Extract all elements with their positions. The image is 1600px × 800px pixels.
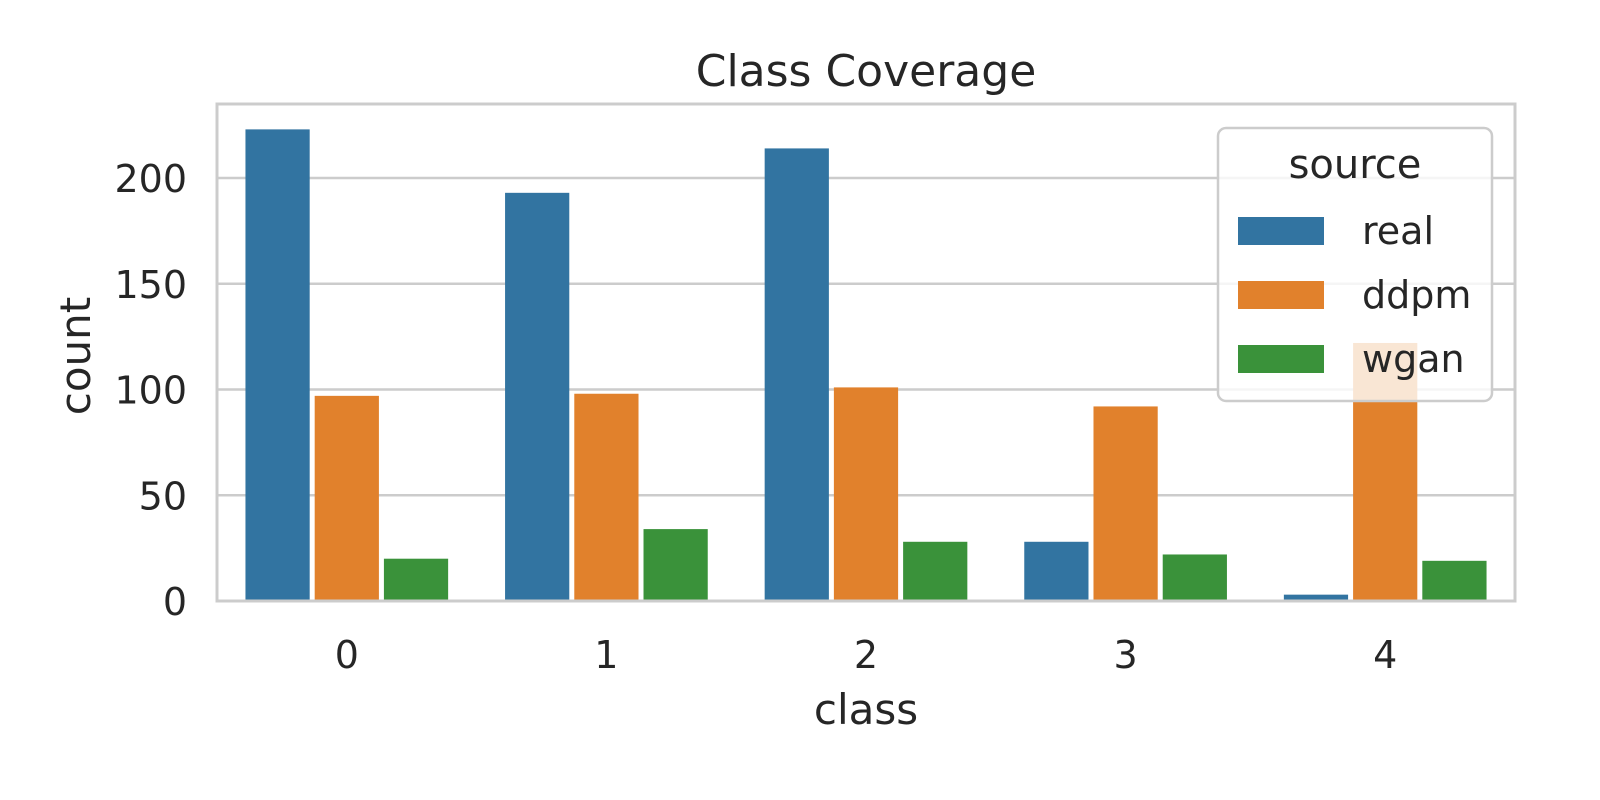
y-axis-label: count xyxy=(51,297,100,416)
legend-swatch-ddpm xyxy=(1238,281,1324,309)
legend-label-real: real xyxy=(1362,209,1434,253)
bar-real-class-0 xyxy=(245,129,310,601)
bar-wgan-class-0 xyxy=(383,558,449,601)
legend: source real ddpm wgan xyxy=(1216,126,1494,403)
y-tick-label-50: 50 xyxy=(139,474,187,518)
bar-real-class-1 xyxy=(505,192,570,601)
bar-wgan-class-1 xyxy=(643,529,708,601)
legend-title: source xyxy=(1289,142,1422,188)
legend-swatch-wgan xyxy=(1238,345,1324,373)
bar-ddpm-class-0 xyxy=(314,395,379,601)
legend-label-ddpm: ddpm xyxy=(1362,273,1471,317)
bar-ddpm-class-3 xyxy=(1093,406,1158,601)
x-tick-label-3: 3 xyxy=(1114,633,1138,677)
bar-wgan-class-3 xyxy=(1162,554,1227,601)
x-axis-label: class xyxy=(814,685,918,734)
y-tick-label-100: 100 xyxy=(114,369,187,413)
bar-ddpm-class-1 xyxy=(574,393,639,601)
bars xyxy=(245,129,1487,601)
bar-real-class-2 xyxy=(764,148,829,601)
x-tick-label-2: 2 xyxy=(854,633,878,677)
y-tick-label-200: 200 xyxy=(114,157,187,201)
bar-ddpm-class-2 xyxy=(833,387,899,601)
x-tick-label-1: 1 xyxy=(594,633,618,677)
y-axis-ticks: 0 50 100 150 200 xyxy=(114,157,187,624)
x-tick-label-4: 4 xyxy=(1373,633,1397,677)
x-tick-label-0: 0 xyxy=(335,633,359,677)
legend-items: real ddpm wgan xyxy=(1238,209,1471,381)
bar-wgan-class-4 xyxy=(1422,560,1487,601)
plot-frame xyxy=(215,102,1517,603)
bar-wgan-class-2 xyxy=(903,541,968,601)
bar-real-class-3 xyxy=(1024,541,1089,601)
y-tick-label-150: 150 xyxy=(114,263,187,307)
x-axis-ticks: 0 1 2 3 4 xyxy=(335,633,1398,677)
legend-box xyxy=(1216,126,1494,403)
chart-title: Class Coverage xyxy=(696,46,1037,97)
y-tick-label-0: 0 xyxy=(163,580,187,624)
legend-label-wgan: wgan xyxy=(1362,337,1465,381)
bar-real-class-4 xyxy=(1283,594,1349,601)
legend-swatch-real xyxy=(1238,217,1324,245)
